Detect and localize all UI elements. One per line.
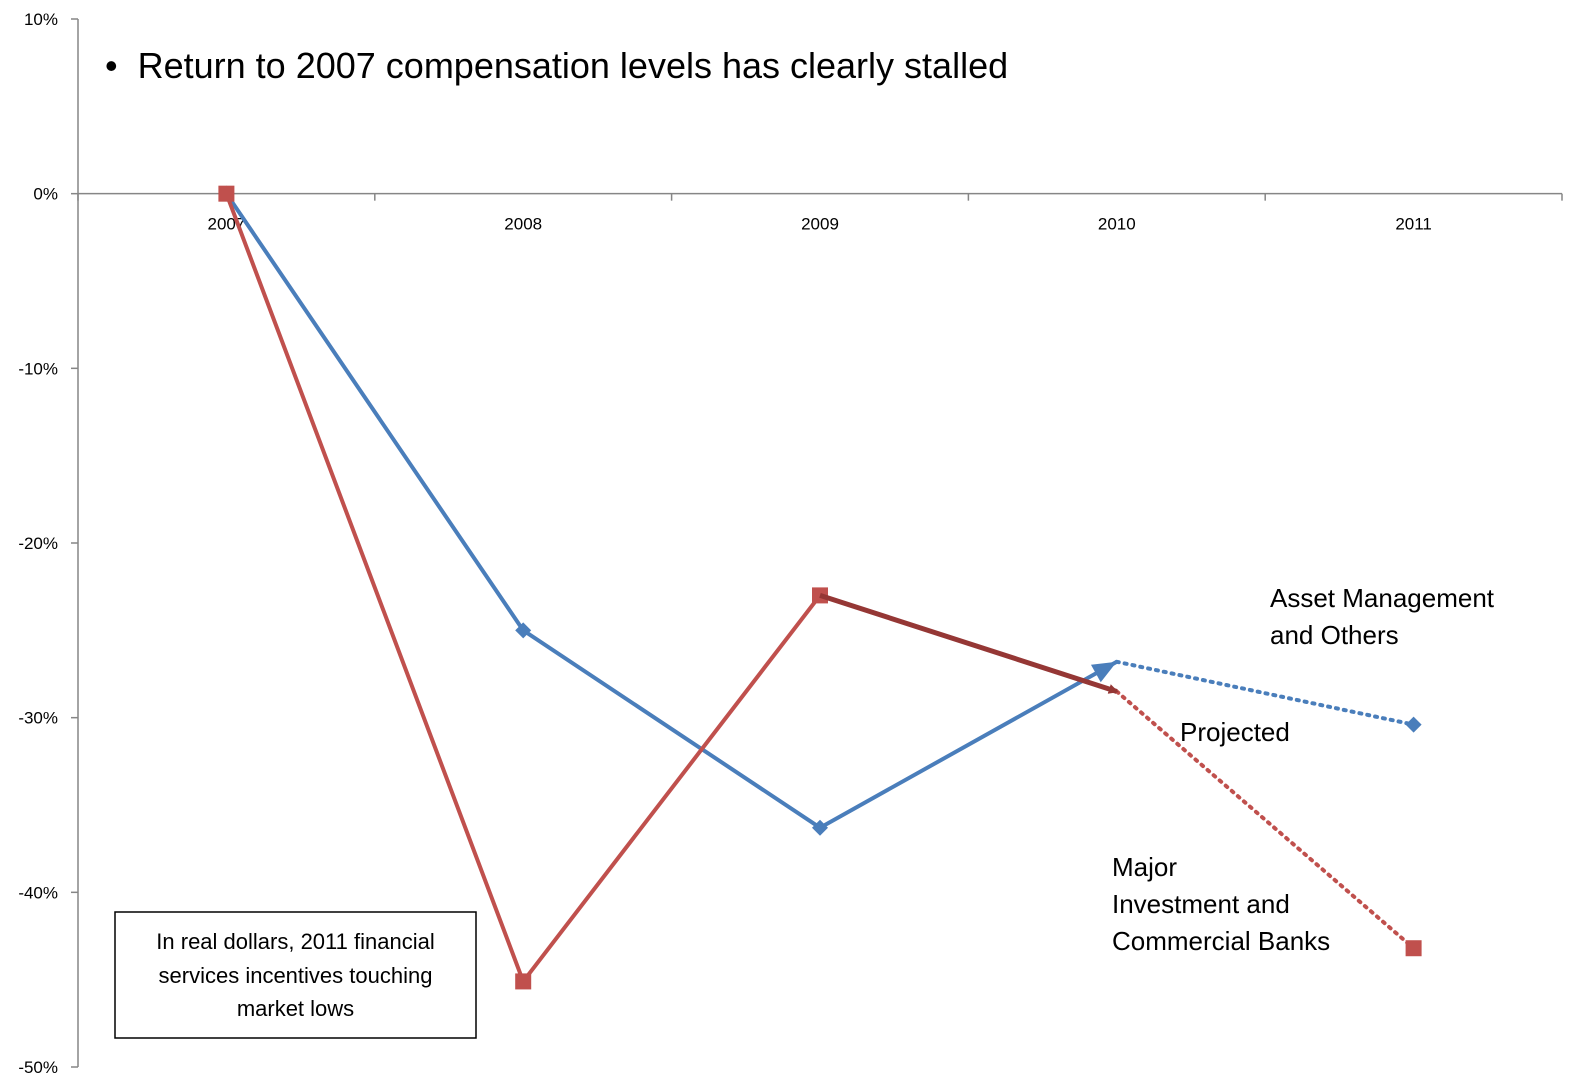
data-point <box>1405 940 1422 957</box>
series-label-line: Investment and <box>1112 889 1290 919</box>
y-tick-label: -50% <box>18 1058 58 1077</box>
series-label-line: Commercial Banks <box>1112 926 1330 956</box>
data-point <box>218 185 235 202</box>
y-tick-label: -20% <box>18 534 58 553</box>
note-box-frame <box>114 911 477 1039</box>
note-box-line: market lows <box>237 996 354 1021</box>
series-layer <box>218 185 1422 990</box>
series-investment-banks <box>218 185 1422 990</box>
projected-label: Projected <box>1180 717 1290 747</box>
series-label-asset-management: Asset Management and Others <box>1270 583 1495 650</box>
series-label-line: Asset Management <box>1270 583 1495 613</box>
data-point <box>515 973 532 990</box>
series-asset-management <box>218 185 1422 836</box>
series-line-projected <box>1114 689 1416 951</box>
series-label-line: and Others <box>1270 620 1399 650</box>
x-tick-label: 2011 <box>1395 215 1432 234</box>
y-axis: 10% 0% -10% -20% -30% -40% -50% <box>18 10 79 1077</box>
headline-text: Return to 2007 compensation levels has c… <box>138 45 1009 86</box>
x-tick-label: 2008 <box>504 215 542 234</box>
headline-bullet: • <box>105 45 118 86</box>
chart-headline: • Return to 2007 compensation levels has… <box>105 45 1008 86</box>
y-tick-label: -10% <box>18 359 58 378</box>
y-tick-label: 0% <box>33 185 58 204</box>
y-tick-label: -40% <box>18 883 58 902</box>
note-box: In real dollars, 2011 financial services… <box>114 911 477 1039</box>
trend-arrow <box>819 593 1119 694</box>
note-box-line: In real dollars, 2011 financial <box>156 929 434 954</box>
series-line <box>224 192 1118 830</box>
x-axis: 2007 2008 2009 2010 2011 <box>77 192 1563 234</box>
series-line <box>224 192 1118 984</box>
series-line-projected <box>1114 659 1416 727</box>
y-tick-label: -30% <box>18 709 58 728</box>
x-tick-label: 2009 <box>801 215 839 234</box>
data-point <box>515 622 532 639</box>
note-box-line: services incentives touching <box>159 963 433 988</box>
data-point <box>812 819 828 836</box>
series-arrowhead <box>1090 661 1117 683</box>
series-label-investment-banks: Major Investment and Commercial Banks <box>1112 852 1330 956</box>
x-tick-label: 2010 <box>1098 215 1136 234</box>
data-point <box>1405 716 1422 733</box>
y-tick-label: 10% <box>24 10 58 29</box>
series-label-line: Major <box>1112 852 1177 882</box>
